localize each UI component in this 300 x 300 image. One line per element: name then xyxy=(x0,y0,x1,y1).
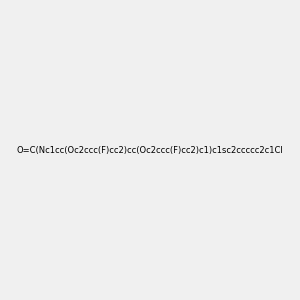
Text: O=C(Nc1cc(Oc2ccc(F)cc2)cc(Oc2ccc(F)cc2)c1)c1sc2ccccc2c1Cl: O=C(Nc1cc(Oc2ccc(F)cc2)cc(Oc2ccc(F)cc2)c… xyxy=(16,146,283,154)
